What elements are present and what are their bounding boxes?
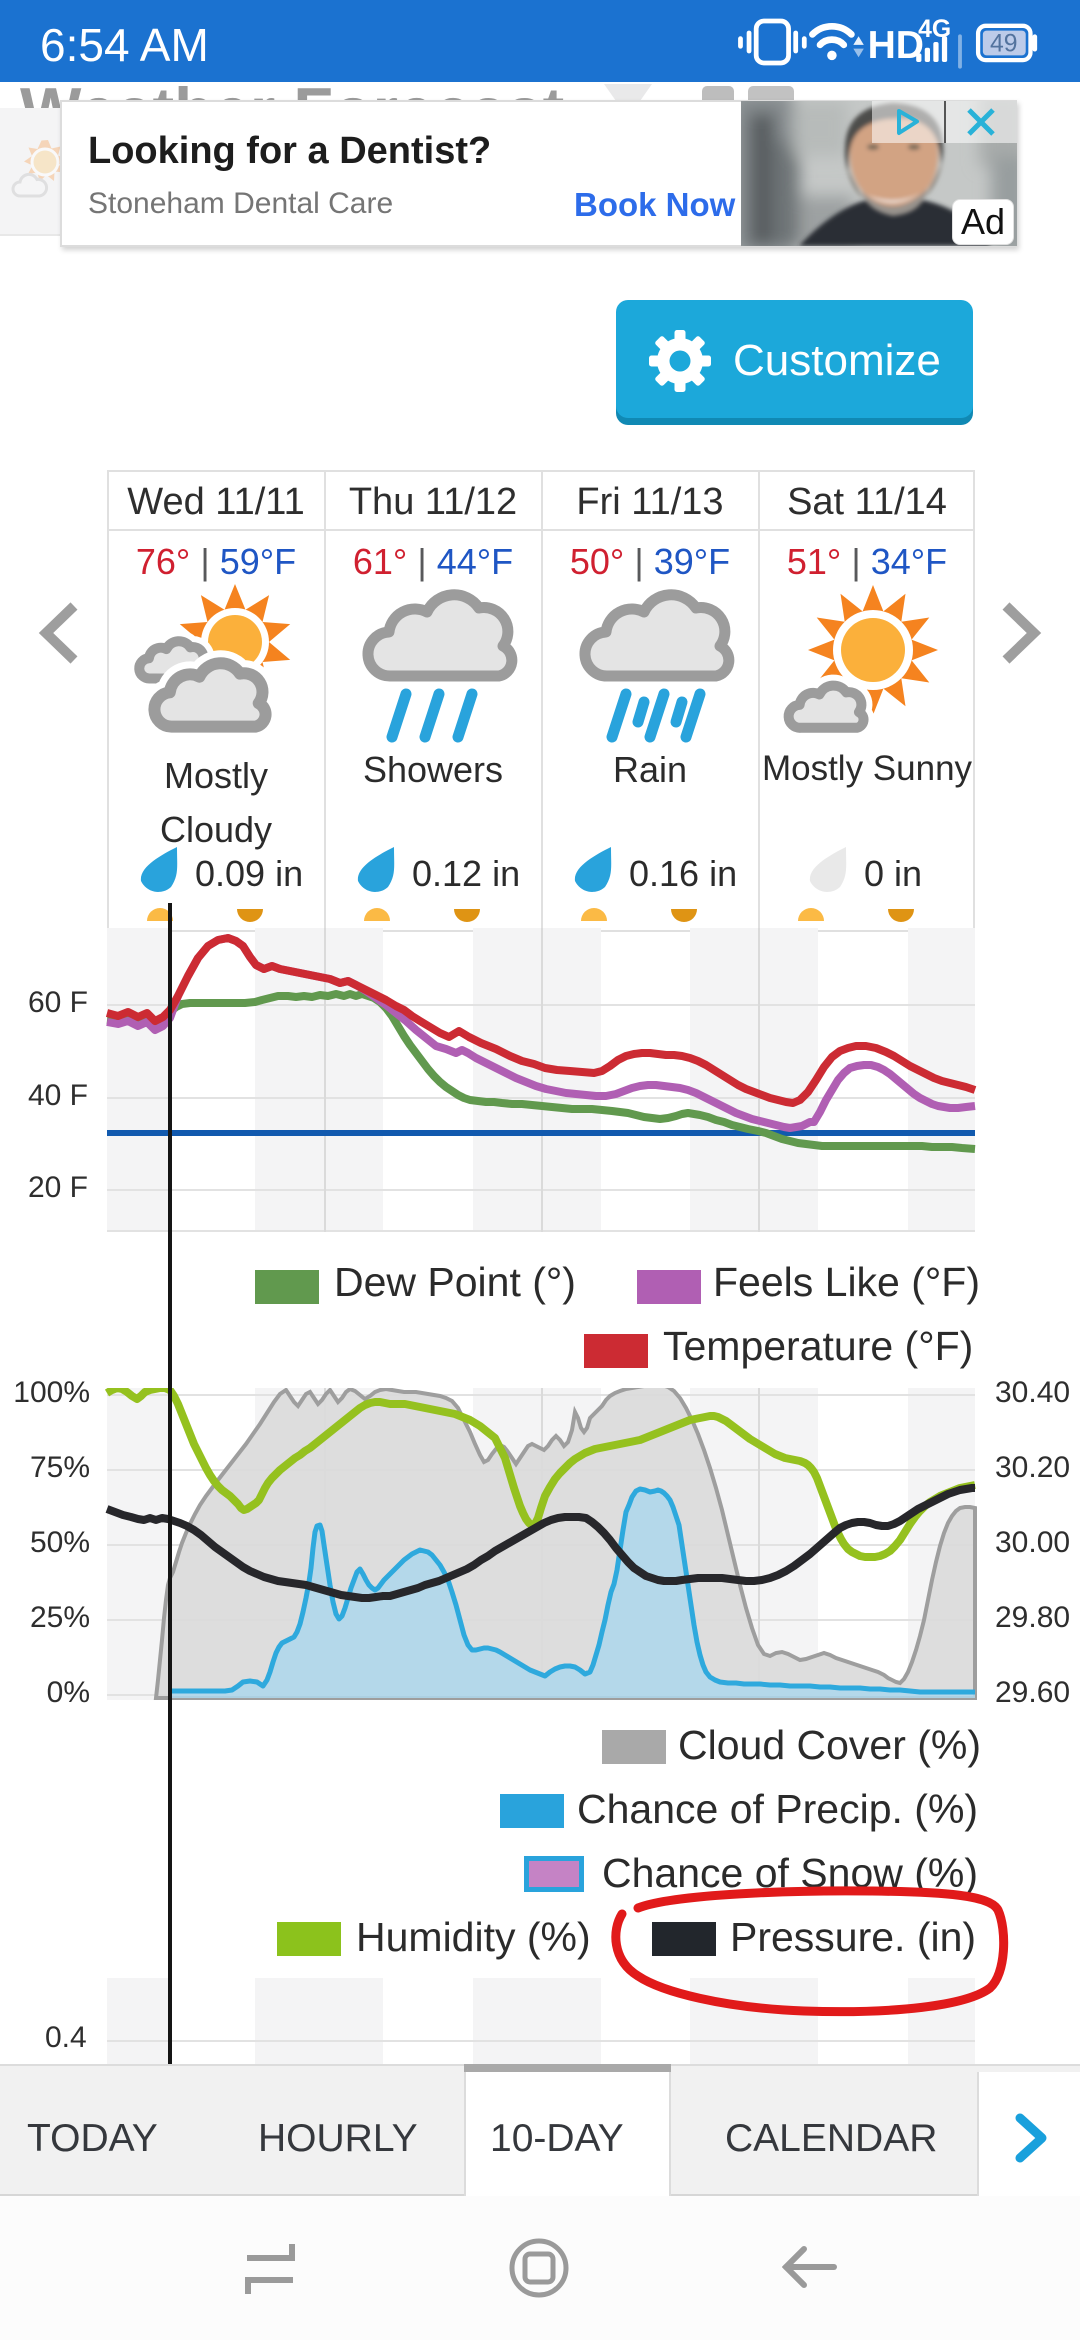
svg-text:49: 49 <box>990 31 1018 58</box>
svg-text:HD: HD <box>868 24 924 67</box>
